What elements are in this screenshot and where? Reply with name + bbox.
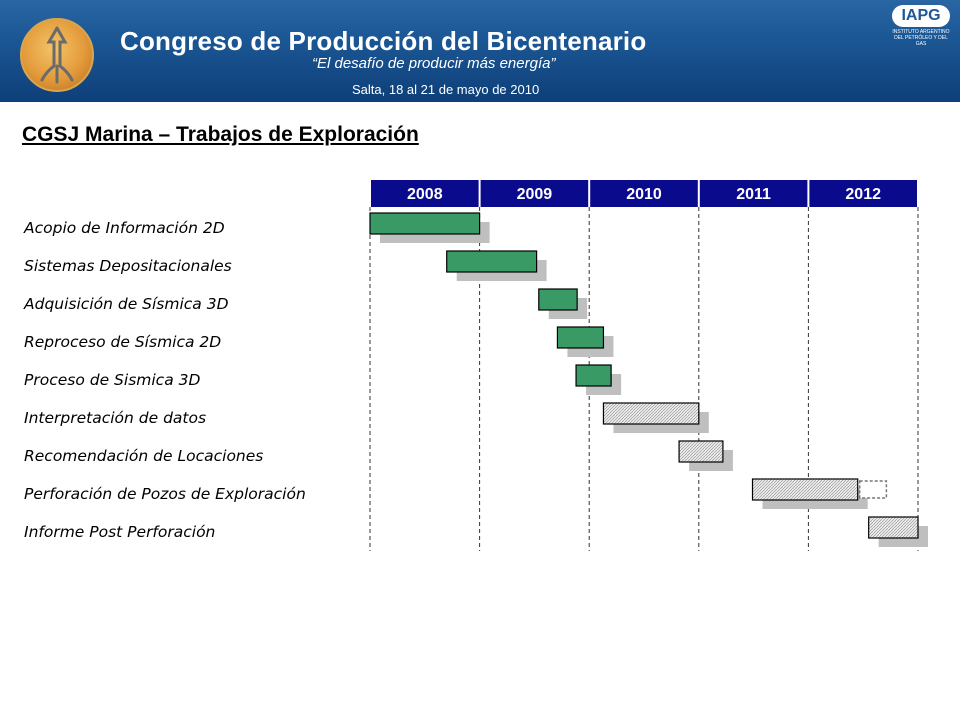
year-label: 2012 [845, 186, 881, 203]
banner-title: Congreso de Producción del Bicentenario [120, 26, 647, 56]
task-bar-completed [575, 364, 612, 387]
task-bar-extension [858, 480, 888, 499]
task-bars [369, 212, 928, 547]
iapg-logo: IAPG INSTITUTO ARGENTINO DEL PETRÓLEO Y … [890, 5, 952, 49]
task-label: Reproceso de Sísmica 2D [24, 333, 221, 351]
task-bar-planned [751, 478, 859, 501]
task-label: Informe Post Perforación [24, 523, 215, 541]
task-bar-completed [538, 288, 578, 311]
page-title: CGSJ Marina – Trabajos de Exploración [22, 123, 419, 146]
task-label: Acopio de Información 2D [23, 219, 225, 237]
year-header-row: 2008 2009 2010 2011 2012 [371, 180, 917, 207]
task-label: Sistemas Depositacionales [24, 257, 232, 275]
task-label: Adquisición de Sísmica 3D [23, 295, 229, 313]
arrow-icon [40, 26, 74, 84]
task-label: Perforación de Pozos de Exploración [24, 485, 306, 503]
banner-subtitle: “El desafío de producir más energía” [312, 55, 556, 72]
task-bar-planned [678, 440, 724, 463]
year-header-cell [480, 180, 589, 207]
task-bar-planned [868, 516, 919, 539]
task-bar-completed [556, 326, 605, 349]
iapg-logo-org: INSTITUTO ARGENTINO DEL PETRÓLEO Y DEL G… [892, 29, 950, 47]
task-labels: Acopio de Información 2D Sistemas Deposit… [23, 219, 306, 541]
bicentenario-logo [20, 18, 94, 92]
year-header-cell [809, 180, 917, 207]
year-header-cell [371, 180, 479, 207]
header-banner: Congreso de Producción del Bicentenario … [0, 0, 960, 102]
year-label: 2011 [736, 186, 771, 203]
task-bar-completed [369, 212, 481, 235]
year-label: 2009 [517, 186, 553, 203]
task-bar-planned [602, 402, 700, 425]
task-bar-completed [446, 250, 538, 273]
banner-venue: Salta, 18 al 21 de mayo de 2010 [352, 82, 540, 97]
year-header-cell [590, 180, 698, 207]
iapg-logo-mark: IAPG [892, 5, 950, 27]
task-label: Proceso de Sismica 3D [24, 371, 200, 389]
year-label: 2008 [407, 186, 443, 203]
year-label: 2010 [626, 186, 662, 203]
year-header-cell [699, 180, 808, 207]
task-label: Interpretación de datos [24, 409, 206, 427]
task-label: Recomendación de Locaciones [24, 447, 263, 465]
